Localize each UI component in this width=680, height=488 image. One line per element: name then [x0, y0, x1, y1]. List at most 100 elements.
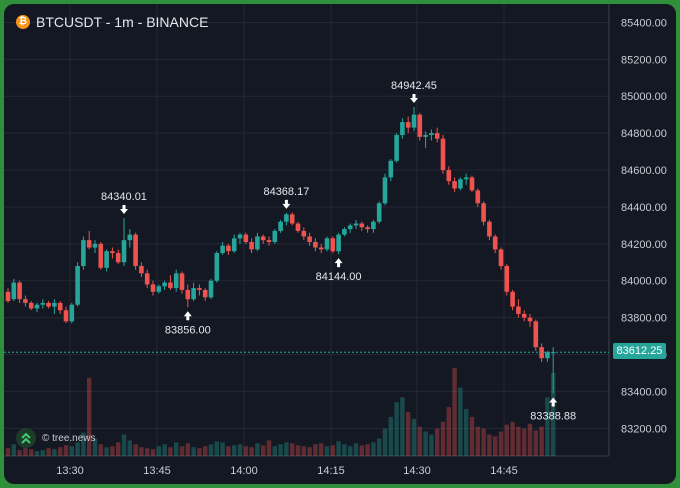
volume-bar — [319, 443, 324, 456]
candle-body — [202, 289, 208, 298]
candle-body — [492, 236, 498, 250]
candle-body — [516, 306, 521, 314]
candle-body — [243, 234, 249, 242]
volume-bar — [243, 446, 248, 456]
low-annotation-label: 83856.00 — [165, 324, 211, 336]
volume-bar — [371, 442, 376, 456]
volume-bar — [220, 442, 225, 456]
volume-bar — [52, 449, 57, 456]
candle-body — [226, 245, 231, 252]
volume-bar — [34, 451, 40, 456]
volume-bar — [87, 377, 92, 456]
y-tick-label: 85200.00 — [621, 54, 667, 66]
candle-body — [104, 251, 109, 268]
candle-body — [133, 234, 138, 266]
volume-bar — [284, 442, 289, 456]
volume-bar — [162, 444, 167, 456]
volume-bar — [330, 445, 335, 456]
candle-body — [34, 304, 40, 309]
candle-body — [208, 280, 214, 298]
down-arrow-icon — [282, 199, 291, 209]
volume-bar — [533, 430, 538, 456]
candle-body — [440, 138, 446, 171]
candle-body — [220, 245, 225, 254]
high-annotation-label: 84368.17 — [263, 186, 309, 198]
volume-bar — [353, 443, 359, 456]
volume-bar — [510, 421, 515, 456]
candle-body — [469, 177, 475, 191]
volume-bar — [150, 449, 156, 456]
candlestick-chart[interactable]: 85400.00 85200.00 85000.00 84800.00 84600.00… — [4, 4, 676, 484]
volume-bar — [487, 434, 492, 456]
x-tick-label: 13:30 — [56, 465, 84, 477]
candle-body — [278, 221, 283, 231]
volume-bar — [208, 444, 214, 456]
candle-body — [342, 229, 347, 235]
candle-body — [191, 288, 196, 300]
volume-bar — [121, 434, 127, 456]
volume-bar — [110, 446, 115, 456]
volume-bar — [475, 426, 480, 456]
volume-bar — [516, 426, 521, 456]
volume-bar — [156, 446, 161, 456]
candle-body — [394, 134, 399, 161]
volume-bar — [522, 428, 527, 456]
volume-bar — [493, 436, 498, 456]
volume-bar — [81, 432, 86, 456]
candle-body — [92, 243, 98, 248]
volume-bar — [191, 447, 196, 456]
candle-body — [57, 302, 63, 311]
volume-bar — [359, 445, 364, 456]
volume-bar — [498, 431, 504, 456]
candle-body — [110, 251, 115, 254]
chart-panel: 85400.00 85200.00 85000.00 84800.00 84600.00… — [4, 4, 676, 484]
candle-body — [365, 227, 370, 230]
candle-body — [139, 265, 144, 274]
y-tick-label: 84400.00 — [621, 202, 667, 214]
candle-body — [521, 313, 527, 318]
watermark-text: © tree.news — [42, 432, 96, 444]
y-tick-label: 85400.00 — [621, 17, 667, 29]
volume-bar — [75, 442, 80, 456]
double-chevron-up-icon — [16, 428, 36, 448]
current-price-label: 83612.25 — [613, 343, 666, 359]
candle-body — [400, 122, 405, 135]
candle-body — [17, 282, 22, 300]
volume-bar — [92, 438, 98, 456]
volume-bar — [446, 407, 451, 456]
y-tick-label: 84800.00 — [621, 128, 667, 140]
volume-bar — [249, 447, 254, 456]
candle-body — [446, 170, 452, 182]
volume-bar — [417, 426, 422, 456]
volume-bar — [290, 443, 295, 456]
volume-bar — [348, 446, 353, 456]
volume-bar — [388, 416, 393, 456]
candle-body — [162, 282, 167, 287]
candle-body — [417, 114, 423, 137]
volume-bar — [307, 447, 312, 456]
y-tick-label: 83400.00 — [621, 386, 667, 398]
candle-body — [173, 273, 179, 289]
volume-bar — [452, 368, 457, 456]
candle-body — [260, 236, 266, 241]
volume-bar — [174, 442, 179, 456]
volume-bar — [116, 442, 121, 456]
volume-bar — [179, 446, 185, 456]
volume-bar — [539, 426, 544, 456]
candle-body — [545, 352, 550, 359]
volume-bar — [17, 450, 22, 456]
candle-body — [115, 253, 121, 263]
volume-bar — [203, 446, 208, 456]
volume-bar — [232, 445, 237, 456]
volume-bar — [527, 423, 533, 456]
volume-bar — [145, 448, 150, 456]
volume-bar — [237, 444, 243, 456]
down-arrow-icon — [120, 205, 128, 215]
candle-body — [63, 310, 69, 322]
candle-body — [463, 177, 469, 180]
volume-bar — [272, 446, 277, 456]
volume-bar — [301, 446, 306, 456]
volume-bar — [440, 421, 446, 456]
candle-body — [23, 299, 28, 303]
candle-body — [98, 243, 104, 268]
